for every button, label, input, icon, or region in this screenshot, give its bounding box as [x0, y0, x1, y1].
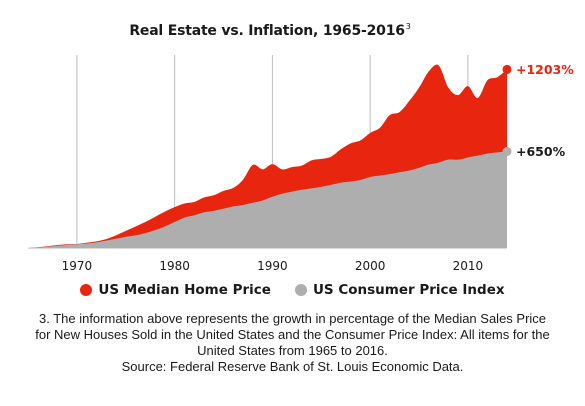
series-area-cpi [28, 151, 507, 248]
legend-label-cpi: US Consumer Price Index [312, 282, 505, 298]
legend-swatch-home-price [80, 284, 93, 296]
end-marker-cpi [502, 147, 512, 156]
x-tick-label-1970: 1970 [62, 259, 93, 273]
chart-legend: US Median Home Price US Consumer Price I… [0, 282, 585, 298]
end-label-home-price: +1203% [516, 62, 574, 77]
chart-title-footnote-ref: 3 [405, 22, 411, 31]
end-marker-home-price [502, 64, 512, 74]
footnote-line: United States from 1965 to 2016. [197, 343, 388, 358]
x-tick-label-1980: 1980 [159, 259, 190, 273]
x-tick-label-2000: 2000 [355, 259, 386, 273]
footnote-line: for New Houses Sold in the United States… [35, 327, 550, 342]
legend-label-home-price: US Median Home Price [98, 282, 271, 298]
chart-title: Real Estate vs. Inflation, 1965-20163 [0, 22, 540, 39]
footnote: 3. The information above represents the … [8, 311, 577, 375]
end-label-cpi: +650% [516, 144, 566, 159]
legend-item-home-price: US Median Home Price [80, 282, 271, 298]
area-chart: +1203% +650% 1970 1980 1990 2000 2010 [28, 55, 574, 273]
legend-item-cpi: US Consumer Price Index [294, 282, 505, 298]
x-tick-label-2010: 2010 [453, 259, 484, 273]
footnote-line: Source: Federal Reserve Bank of St. Loui… [121, 359, 464, 374]
legend-swatch-cpi [294, 284, 307, 296]
x-tick-label-1990: 1990 [257, 259, 288, 273]
chart-title-text: Real Estate vs. Inflation, 1965-2016 [129, 23, 405, 39]
footnote-line: 3. The information above represents the … [38, 311, 547, 326]
